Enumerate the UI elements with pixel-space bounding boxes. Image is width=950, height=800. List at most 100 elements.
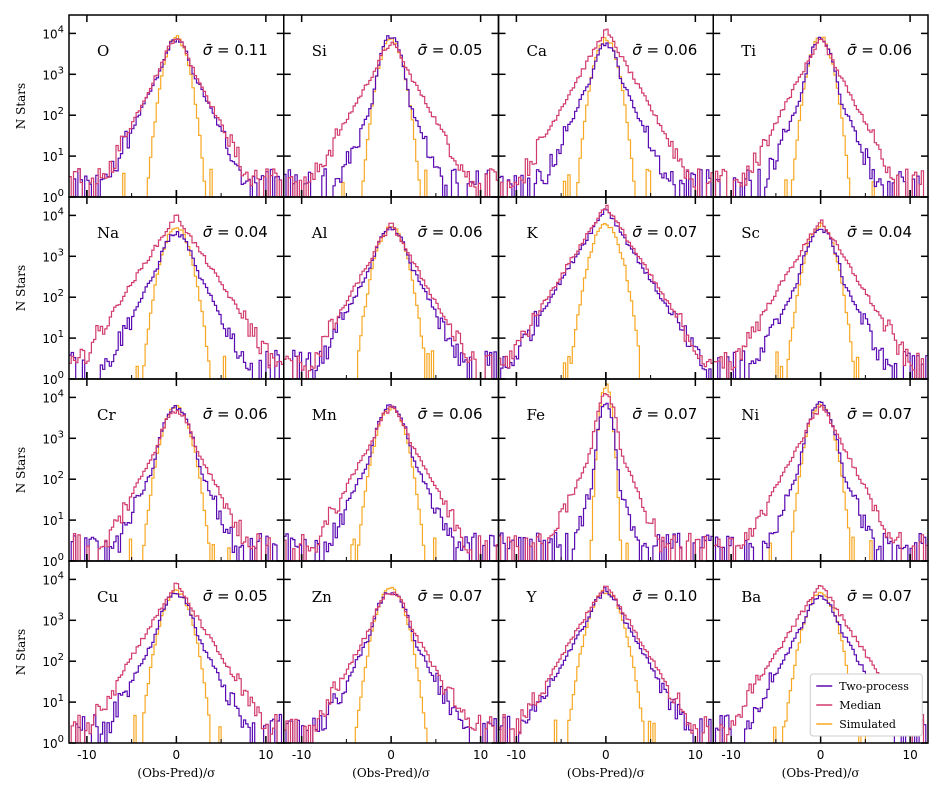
- element-label: Si: [312, 42, 327, 60]
- sigma-label: σ̄ = 0.11: [203, 41, 268, 59]
- series-two-process-line: [69, 38, 284, 197]
- series-simulated-line: [553, 589, 656, 743]
- panel-cr: 100 101 102 103 104 Cr σ̄ = 0.06 N Stars: [14, 372, 285, 569]
- histogram-lines: [283, 404, 499, 561]
- sigma-label: σ̄ = 0.07: [417, 587, 482, 605]
- element-label: Sc: [741, 224, 760, 242]
- series-simulated-line: [354, 586, 428, 743]
- series-median-line: [69, 582, 284, 743]
- series-two-process-line: [283, 592, 499, 743]
- y-tick-label: 103: [42, 247, 64, 264]
- panel-ti: Ti σ̄ = 0.06: [712, 14, 929, 198]
- panel-sc: Sc σ̄ = 0.04: [712, 190, 929, 380]
- element-label: Ca: [527, 42, 547, 60]
- x-axis-title: (Obs-Pred)/σ: [352, 766, 430, 780]
- x-tick-label: -10: [77, 748, 97, 762]
- x-axis-title: (Obs-Pred)/σ: [137, 766, 215, 780]
- series-two-process-line: [713, 36, 928, 197]
- y-tick-label: 102: [42, 106, 64, 123]
- series-simulated-line: [768, 403, 873, 561]
- panel-mn: Mn σ̄ = 0.06: [283, 372, 500, 562]
- y-tick-label: 100: [42, 552, 64, 569]
- series-median-line: [283, 222, 499, 379]
- histogram-lines: [69, 404, 284, 561]
- element-label: Ba: [741, 588, 761, 606]
- legend-box: [809, 673, 923, 737]
- panel-cu: 100 101 102 103 104 Cu σ̄ = 0.05 -10 0 10 (Obs-Pre…: [14, 554, 285, 780]
- histogram-lines: [69, 35, 284, 197]
- series-two-process-line: [283, 35, 499, 197]
- series-two-process-line: [69, 231, 284, 379]
- x-tick-label: 0: [817, 748, 825, 762]
- y-tick-label: 101: [42, 693, 64, 710]
- x-tick-label: 10: [473, 748, 488, 762]
- y-tick-label: 102: [42, 652, 64, 669]
- series-median-line: [498, 204, 714, 369]
- y-tick-label: 100: [42, 734, 64, 751]
- y-tick-label: 101: [42, 511, 64, 528]
- series-median-line: [283, 405, 499, 561]
- panel-ca: Ca σ̄ = 0.06: [497, 14, 714, 198]
- histogram-lines: [713, 219, 928, 379]
- element-label: Na: [97, 224, 119, 242]
- series-median-line: [69, 410, 284, 561]
- series-median-line: [713, 405, 928, 561]
- legend-entry: Two-process: [839, 680, 909, 693]
- sigma-label: σ̄ = 0.07: [632, 223, 697, 241]
- element-label: Cu: [97, 588, 118, 606]
- y-tick-label: 104: [42, 206, 64, 223]
- series-simulated-line: [128, 404, 231, 561]
- y-tick-label: 104: [42, 570, 64, 587]
- element-label: Al: [311, 224, 328, 242]
- histogram-lines: [498, 204, 714, 379]
- element-label: Cr: [97, 406, 116, 424]
- y-tick-label: 101: [42, 329, 64, 346]
- y-axis-title: N Stars: [14, 265, 28, 311]
- element-label: Y: [526, 588, 538, 606]
- sigma-label: σ̄ = 0.04: [203, 223, 268, 241]
- series-simulated-line: [357, 226, 435, 379]
- series-simulated-line: [135, 227, 227, 379]
- element-label: Ti: [741, 42, 756, 60]
- legend-entry: Median: [839, 699, 881, 712]
- histogram-lines: [69, 214, 284, 379]
- sigma-label: σ̄ = 0.07: [847, 405, 912, 423]
- series-simulated-line: [784, 36, 875, 197]
- series-simulated-line: [133, 589, 222, 743]
- panel-o: 100 101 102 103 104 O σ̄ = 0.11 N Stars: [14, 14, 285, 205]
- element-label: Ni: [741, 406, 759, 424]
- series-two-process-line: [283, 226, 499, 379]
- series-two-process-line: [283, 404, 499, 561]
- element-label: O: [97, 42, 109, 60]
- y-tick-label: 103: [42, 65, 64, 82]
- legend-entry: Simulated: [839, 718, 896, 731]
- sigma-label: σ̄ = 0.04: [847, 223, 912, 241]
- series-two-process-line: [498, 42, 714, 197]
- histogram-lines: [283, 35, 499, 197]
- panel-fe: Fe σ̄ = 0.07: [497, 372, 714, 562]
- sigma-label: σ̄ = 0.05: [417, 41, 482, 59]
- histogram-lines: [713, 36, 928, 197]
- series-simulated-line: [773, 591, 866, 743]
- element-label: Zn: [312, 588, 332, 606]
- x-tick-label: 0: [173, 748, 181, 762]
- series-two-process-line: [498, 402, 714, 561]
- x-tick-label: -10: [507, 748, 527, 762]
- series-median-line: [498, 393, 714, 561]
- series-simulated-line: [350, 406, 437, 561]
- sigma-label: σ̄ = 0.06: [417, 405, 482, 423]
- x-tick-label: -10: [292, 748, 312, 762]
- sigma-label: σ̄ = 0.07: [632, 405, 697, 423]
- series-median-line: [713, 219, 928, 379]
- y-tick-label: 100: [42, 188, 64, 205]
- y-axis-title: N Stars: [14, 629, 28, 675]
- histogram-lines: [498, 585, 714, 743]
- series-median-line: [713, 38, 928, 197]
- series-simulated-line: [562, 223, 640, 379]
- x-tick-label: 10: [258, 748, 273, 762]
- x-axis-title: (Obs-Pred)/σ: [567, 766, 645, 780]
- element-label: K: [527, 224, 539, 242]
- x-tick-label: 10: [688, 748, 703, 762]
